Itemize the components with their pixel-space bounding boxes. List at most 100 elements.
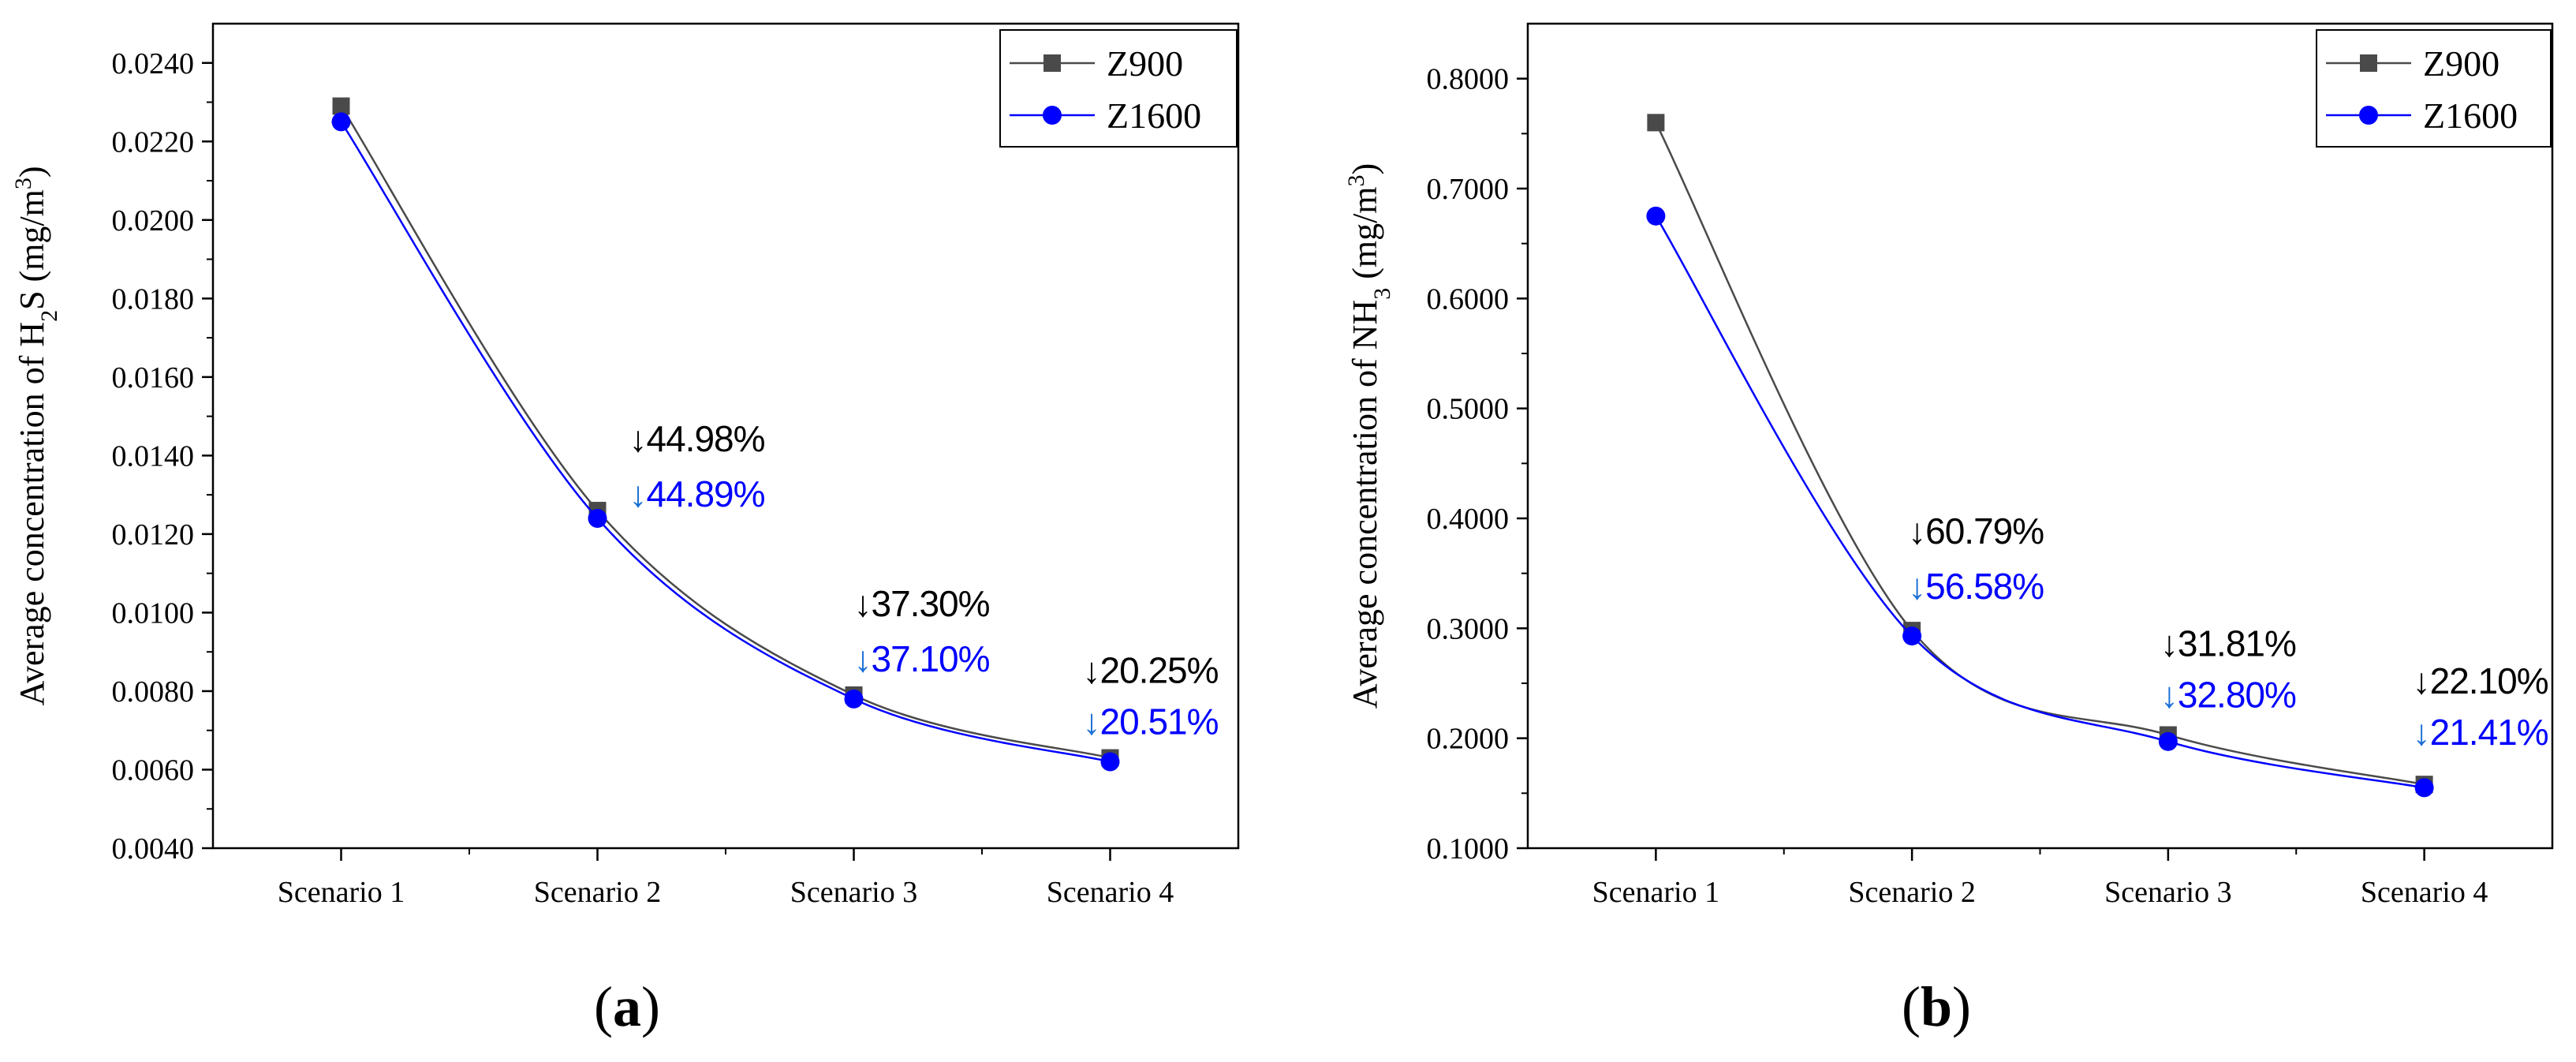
annotation-z900-value: 44.98%	[647, 418, 765, 459]
data-point-z1600	[1646, 206, 1666, 226]
annotation-z900-value: 31.81%	[2178, 623, 2296, 664]
annotation-z1600-value: 21.41%	[2430, 712, 2548, 753]
series-line-z900	[1655, 122, 2425, 786]
legend: Z900 Z1600	[999, 29, 1238, 148]
annotation-z1600: ↓20.51%	[1083, 701, 1219, 742]
down-arrow-icon: ↓	[629, 418, 647, 459]
annotation-z1600: ↓44.89%	[629, 473, 765, 514]
annotation-z900-value: 37.30%	[872, 583, 990, 624]
down-arrow-icon: ↓	[854, 638, 872, 679]
panel-label-paren: (	[594, 975, 613, 1038]
data-point-z1600	[2414, 778, 2434, 798]
annotation-z1600-value: 20.51%	[1100, 701, 1219, 742]
x-tick-label: Scenario 3	[2104, 876, 2231, 909]
y-axis-title-part: 2	[36, 310, 62, 322]
legend-marker	[1043, 54, 1061, 72]
annotation-z1600-value: 44.89%	[647, 473, 765, 514]
panel-label-paren: (	[1902, 975, 1921, 1038]
panel-label-paren: )	[641, 975, 660, 1038]
y-tick-label: 0.2000	[1427, 723, 1510, 756]
x-tick-label: Scenario 2	[534, 876, 661, 909]
y-axis-title-part: Average concentration of NH	[1346, 300, 1384, 709]
y-axis-title: Average concentration of NH3 (mg/m3)	[1343, 163, 1395, 709]
legend-label: Z1600	[1107, 95, 1201, 136]
legend: Z900 Z1600	[2316, 29, 2552, 148]
y-axis-title: Average concentration of H2S (mg/m3)	[10, 166, 62, 705]
annotation-z900: ↓37.30%	[854, 583, 990, 624]
annotation-z1600: ↓32.80%	[2160, 674, 2296, 715]
x-tick-label: Scenario 4	[1047, 876, 1174, 909]
series-line-z1600	[1655, 215, 2425, 789]
data-point-z900	[332, 97, 350, 115]
y-tick-label: 0.0100	[112, 596, 195, 630]
annotation-z900: ↓20.25%	[1083, 650, 1219, 691]
panel-label-paren: )	[1952, 975, 1971, 1038]
down-arrow-icon: ↓	[854, 583, 872, 624]
legend-label: Z900	[1107, 43, 1183, 84]
down-arrow-icon: ↓	[2160, 674, 2178, 715]
panel-label-letter: a	[613, 975, 641, 1038]
legend-box	[2316, 29, 2552, 148]
y-tick-label: 0.0080	[112, 675, 195, 709]
y-tick-label: 0.7000	[1427, 173, 1510, 206]
chart-panel-a: 0.0040 0.0060 0.0080 0.0100 0.0120 0.0140 0.01…	[10, 22, 1240, 1038]
x-tick-label: Scenario 3	[790, 876, 917, 909]
x-tick-label: Scenario 4	[2361, 876, 2488, 909]
data-point-z1600	[1902, 626, 1922, 646]
y-axis-title-part: 3	[10, 178, 36, 189]
legend-marker	[2359, 106, 2378, 125]
annotation-z900-value: 20.25%	[1100, 650, 1219, 691]
data-point-z1600	[844, 689, 864, 709]
y-tick-label: 0.0140	[112, 439, 195, 473]
panel-label-letter: b	[1921, 975, 1952, 1038]
y-tick-label: 0.0040	[112, 832, 195, 866]
y-axis-title-part: )	[1346, 163, 1384, 175]
y-tick-label: 0.0120	[112, 518, 195, 552]
legend-marker	[2360, 54, 2377, 72]
annotation-z900: ↓60.79%	[1908, 510, 2044, 552]
y-tick-label: 0.0180	[112, 282, 195, 316]
y-tick-label: 0.5000	[1427, 393, 1510, 426]
data-point-z1600	[331, 112, 351, 132]
data-point-z1600	[2158, 731, 2178, 751]
annotation-z1600: ↓37.10%	[854, 638, 990, 679]
legend-marker	[1043, 106, 1062, 125]
annotation-z1600-value: 56.58%	[1925, 566, 2044, 607]
x-tick-label: Scenario 1	[278, 876, 405, 909]
legend-label: Z900	[2423, 43, 2499, 84]
legend-box	[999, 29, 1238, 148]
series-line-z1600	[340, 121, 1111, 763]
y-tick-label: 0.0200	[112, 204, 195, 237]
annotation-z900: ↓44.98%	[629, 418, 765, 459]
annotation-z900-value: 60.79%	[1925, 510, 2044, 552]
y-axis-title-part: Average concentration of H	[13, 322, 51, 706]
annotation-z900-value: 22.10%	[2430, 660, 2548, 701]
y-axis-title-part: S (mg/m	[13, 189, 51, 310]
panel-label: (a)	[594, 975, 660, 1038]
chart-panel-b: 0.1000 0.2000 0.3000 0.4000 0.5000 0.6000 0.70…	[1343, 22, 2554, 1038]
annotation-z1600: ↓21.41%	[2413, 712, 2548, 753]
x-tick-label: Scenario 2	[1848, 876, 1975, 909]
y-tick-label: 0.0220	[112, 125, 195, 159]
annotation-z900: ↓22.10%	[2413, 660, 2548, 701]
legend-label: Z1600	[2423, 95, 2518, 136]
annotation-z1600-value: 32.80%	[2178, 674, 2296, 715]
down-arrow-icon: ↓	[1908, 510, 1925, 552]
annotation-z900: ↓31.81%	[2160, 623, 2296, 664]
y-axis-title-part: 3	[1343, 174, 1369, 186]
data-point-z1600	[1100, 752, 1120, 772]
down-arrow-icon: ↓	[1083, 650, 1100, 691]
annotation-z1600: ↓56.58%	[1908, 566, 2044, 607]
y-tick-label: 0.8000	[1427, 63, 1510, 96]
annotation-z1600-value: 37.10%	[872, 638, 990, 679]
y-tick-label: 0.0160	[112, 361, 195, 395]
y-tick-label: 0.6000	[1427, 282, 1510, 316]
down-arrow-icon: ↓	[1083, 701, 1100, 742]
y-tick-label: 0.0240	[112, 47, 195, 80]
down-arrow-icon: ↓	[2160, 623, 2178, 664]
panel-label: (b)	[1902, 975, 1971, 1038]
y-tick-label: 0.0060	[112, 753, 195, 787]
down-arrow-icon: ↓	[629, 473, 647, 514]
series-line-z900	[340, 105, 1111, 759]
